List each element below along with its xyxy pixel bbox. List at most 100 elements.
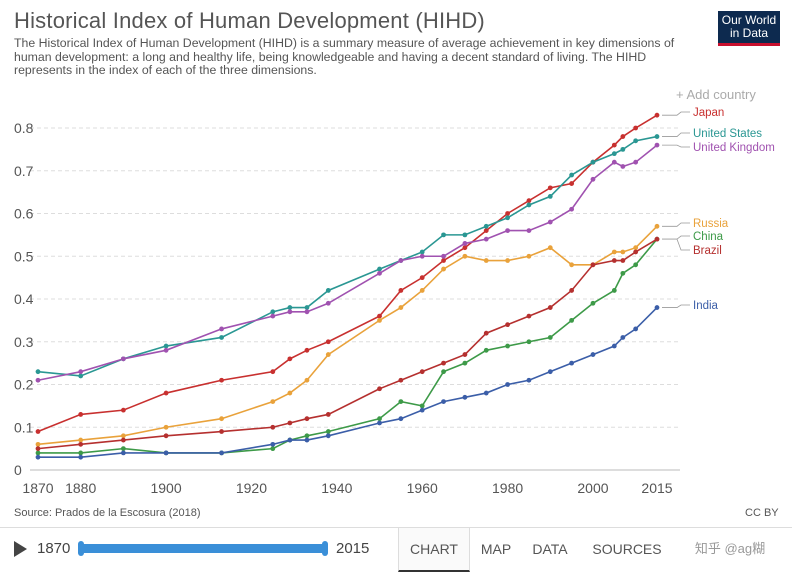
data-point [419,253,425,259]
data-point [304,437,310,443]
data-point [441,253,446,259]
data-point [441,232,446,238]
data-point [505,211,510,216]
data-point [219,377,224,383]
tab-data[interactable]: DATA [532,541,568,557]
data-point [304,433,310,439]
data-point [654,236,660,242]
data-point [611,249,617,255]
series-line-japan [37,114,658,433]
data-point [35,429,41,434]
data-point [270,424,276,430]
series-label: United Kingdom [693,142,775,154]
label-connector [662,235,690,240]
data-point [270,441,276,447]
data-point [505,258,510,263]
data-point [287,305,293,310]
series-line-united-states [37,135,658,377]
data-point [633,138,639,144]
timeline-slider[interactable] [78,541,328,556]
data-point [377,420,382,426]
data-point [505,322,510,328]
chart-subtitle: The Historical Index of Human Developmen… [14,36,675,77]
data-point [654,134,660,139]
data-point [377,266,382,272]
data-point [505,215,510,221]
data-point [483,330,489,336]
series-line-russia [37,225,658,446]
data-point [483,390,489,396]
data-point [163,424,169,430]
data-point [377,386,382,392]
data-point [611,288,617,293]
data-point [633,249,639,255]
data-point [526,228,532,234]
data-point [526,377,532,383]
data-point [620,335,626,340]
data-point [419,288,425,293]
x-tick-label: 2000 [577,480,608,496]
series-line-india [38,306,658,458]
data-point [569,288,575,293]
label-connector [662,132,690,137]
data-point [287,390,293,396]
data-point [620,146,626,152]
line-chart: 0 0.1 0.2 0.3 0.4 0.5 0.6 0.7 0.8 1870 1880 1900 192… [14,107,775,496]
data-point [163,390,169,396]
data-point [398,399,404,404]
label-connector [662,222,690,227]
data-point [547,219,553,225]
chart-title: Historical Index of Human Development (H… [14,8,485,33]
data-point [163,343,169,349]
data-point [633,326,639,332]
owid-logo[interactable]: Our World in Data [718,11,780,46]
data-point [569,262,575,268]
data-point [398,288,404,293]
series-label: Japan [693,107,724,119]
data-point [35,441,41,447]
tab-chart[interactable]: CHART [398,528,470,572]
control-bar: 1870 2015 CHART MAP DATA SOURCES 知乎 @ag糊 [0,527,792,572]
data-point [526,198,532,204]
data-point [78,454,84,460]
data-point [611,159,617,165]
license[interactable]: CC BY [745,507,779,519]
data-point [219,450,224,456]
data-point [462,232,468,238]
y-tick-label: 0.4 [14,291,34,307]
data-point [547,194,553,199]
play-icon[interactable] [14,541,27,557]
data-point [462,245,468,251]
data-point [620,164,626,169]
series-line-brazil [37,238,658,450]
data-point [590,159,596,165]
data-point [270,446,276,452]
data-point [219,335,224,340]
data-point [287,420,293,426]
data-point [462,253,468,259]
y-tick-label: 0.1 [14,419,34,435]
data-point [377,313,382,319]
data-point [78,412,84,417]
tab-map[interactable]: MAP [480,541,512,557]
data-point [419,275,425,281]
data-point [120,356,126,362]
x-tick-label: 1880 [65,480,96,496]
data-point [611,142,617,148]
add-country-button[interactable]: + Add country [676,87,756,102]
data-point [419,369,425,375]
data-point [547,369,553,375]
data-point [78,373,84,379]
data-point [120,437,126,443]
source-note[interactable]: Source: Prados de la Escosura (2018) [14,507,201,519]
data-point [620,249,626,255]
end-handle[interactable] [322,541,328,556]
data-point [78,369,84,375]
data-point [654,305,660,310]
y-tick-label: 0 [14,462,22,478]
tab-sources[interactable]: SOURCES [592,541,662,557]
data-point [569,317,575,323]
data-point [526,313,532,319]
data-point [304,377,310,383]
start-handle[interactable] [78,541,84,556]
